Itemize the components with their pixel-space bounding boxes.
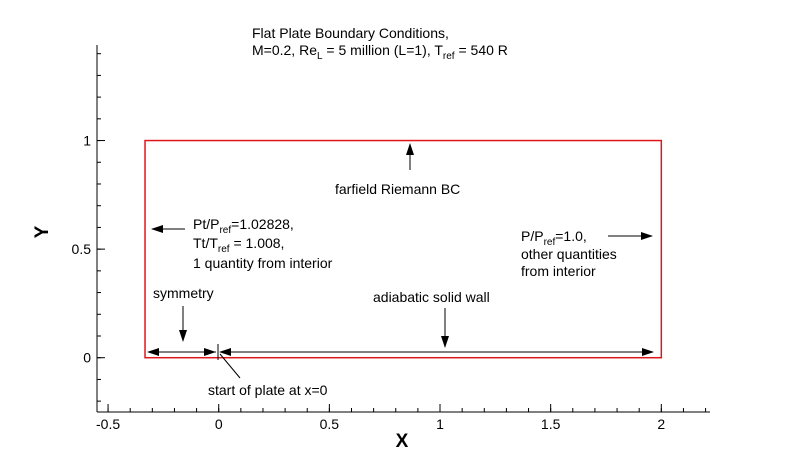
y-tick-label: 1 [83, 133, 91, 149]
symmetry-right-arrowhead [204, 348, 216, 356]
axes: -0.5 0 0.5 1 1.5 2 00.51 X Y [32, 45, 710, 452]
y-tick-label: 0.5 [72, 241, 92, 257]
symmetry-label: symmetry [153, 285, 214, 301]
x-tick-label: 0 [215, 416, 223, 432]
outflow-label-line-3: from interior [521, 263, 596, 279]
x-tick-label: 1.5 [541, 416, 561, 432]
wall-start-arrowhead [219, 348, 231, 356]
x-tick-label: 1 [436, 416, 444, 432]
x-tick-label: 2 [657, 416, 665, 432]
domain-boundary [144, 139, 663, 359]
plate-start-label: start of plate at x=0 [208, 382, 328, 398]
plate-start-leader [219, 353, 241, 379]
y-axis-label: Y [32, 225, 53, 238]
x-ticks: -0.5 0 0.5 1 1.5 2 [96, 404, 707, 432]
x-tick-label: -0.5 [96, 416, 120, 432]
title-line-2: M=0.2, ReL = 5 million (L=1), Tref = 540… [252, 42, 508, 62]
inflow-label-line-1: Pt/Pref=1.02828, [193, 216, 294, 236]
y-ticks: 00.51 [72, 53, 105, 402]
inflow-label-line-2: Tt/Tref = 1.008, [193, 235, 284, 255]
outflow-label-line-1: P/Pref=1.0, [521, 228, 587, 248]
outflow-label-line-2: other quantities [521, 246, 617, 262]
wall-label: adiabatic solid wall [373, 289, 490, 305]
farfield-label: farfield Riemann BC [335, 181, 460, 197]
symmetry-left-arrowhead [147, 348, 159, 356]
y-tick-label: 0 [83, 350, 91, 366]
inflow-label-line-3: 1 quantity from interior [193, 255, 333, 271]
title-line-1: Flat Plate Boundary Conditions, [252, 25, 449, 41]
x-tick-label: 0.5 [320, 416, 340, 432]
x-axis-label: X [396, 431, 409, 452]
